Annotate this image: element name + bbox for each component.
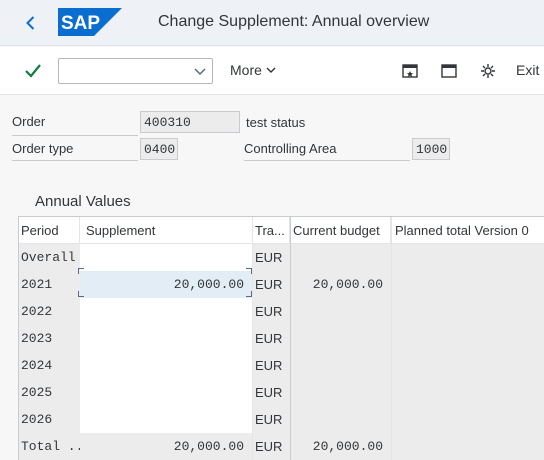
period-cell: 2023 bbox=[19, 325, 80, 352]
order-status-text: test status bbox=[246, 115, 306, 130]
column-header-supplement[interactable]: Supplement bbox=[80, 217, 253, 244]
exit-button[interactable]: Exit bbox=[516, 62, 540, 78]
supplement-input[interactable] bbox=[80, 406, 253, 433]
current-budget-cell bbox=[290, 244, 391, 271]
supplement-input[interactable] bbox=[80, 298, 253, 325]
supplement-input[interactable]: 20,000.00 bbox=[80, 271, 253, 298]
table-header-row: Period Supplement Tra... Current budget … bbox=[19, 217, 544, 244]
order-value[interactable]: 400310 bbox=[140, 111, 240, 133]
sap-logo: SAP bbox=[58, 8, 122, 36]
supplement-input[interactable] bbox=[80, 244, 253, 271]
focus-corner bbox=[246, 291, 252, 297]
planned-total-cell bbox=[391, 271, 544, 298]
window-icon bbox=[441, 64, 457, 78]
column-header-current-budget[interactable]: Current budget bbox=[290, 217, 391, 244]
current-budget-cell: 20,000.00 bbox=[290, 433, 391, 460]
new-window-button[interactable] bbox=[400, 61, 420, 81]
settings-icon bbox=[481, 64, 495, 78]
currency-cell: EUR bbox=[253, 433, 290, 460]
supplement-total-cell: 20,000.00 bbox=[80, 433, 253, 460]
current-budget-cell: 20,000.00 bbox=[290, 271, 391, 298]
focus-corner bbox=[78, 291, 84, 297]
supplement-input[interactable] bbox=[80, 325, 253, 352]
table-row: 2023 EUR bbox=[19, 325, 544, 352]
period-cell: Total ... bbox=[19, 433, 80, 460]
command-input[interactable] bbox=[59, 59, 189, 83]
annual-values-title: Annual Values bbox=[35, 193, 131, 210]
period-cell: 2022 bbox=[19, 298, 80, 325]
period-cell: 2024 bbox=[19, 352, 80, 379]
column-header-planned-total[interactable]: Planned total Version 0 bbox=[391, 217, 544, 244]
controlling-area-value[interactable]: 1000 bbox=[412, 138, 450, 160]
currency-cell: EUR bbox=[253, 352, 290, 379]
planned-total-cell bbox=[391, 379, 544, 406]
back-button[interactable] bbox=[16, 8, 46, 38]
toolbar: More Exit bbox=[0, 47, 544, 95]
page-title: Change Supplement: Annual overview bbox=[158, 13, 430, 30]
chevron-down-icon[interactable] bbox=[192, 63, 208, 79]
currency-cell: EUR bbox=[253, 298, 290, 325]
period-cell: 2021 bbox=[19, 271, 80, 298]
table-row: 2024 EUR bbox=[19, 352, 544, 379]
order-label: Order bbox=[12, 114, 138, 136]
column-header-period[interactable]: Period bbox=[19, 217, 80, 244]
table-row: 2022 EUR bbox=[19, 298, 544, 325]
back-icon bbox=[26, 16, 35, 30]
current-budget-cell bbox=[290, 379, 391, 406]
planned-total-cell bbox=[391, 352, 544, 379]
svg-text:SAP: SAP bbox=[61, 13, 100, 34]
focus-corner bbox=[246, 268, 252, 274]
current-budget-cell bbox=[290, 298, 391, 325]
checkmark-icon bbox=[25, 64, 41, 78]
chevron-down-icon bbox=[266, 67, 276, 73]
currency-cell: EUR bbox=[253, 379, 290, 406]
table-row: 2021 20,000.00 EUR 20,000.00 bbox=[19, 271, 544, 298]
current-budget-cell bbox=[290, 352, 391, 379]
table-row: 2026 EUR bbox=[19, 406, 544, 433]
table-row: Overall EUR bbox=[19, 244, 544, 271]
order-type-value[interactable]: 0400 bbox=[140, 138, 178, 160]
period-cell: Overall bbox=[19, 244, 80, 271]
period-cell: 2025 bbox=[19, 379, 80, 406]
currency-cell: EUR bbox=[253, 244, 290, 271]
column-header-tra[interactable]: Tra... bbox=[253, 217, 290, 244]
new-window-icon bbox=[402, 64, 418, 78]
enter-button[interactable] bbox=[22, 60, 44, 82]
more-label: More bbox=[230, 62, 262, 78]
shell-header: SAP Change Supplement: Annual overview bbox=[0, 0, 544, 46]
planned-total-cell bbox=[391, 406, 544, 433]
more-button[interactable]: More bbox=[230, 62, 277, 78]
currency-cell: EUR bbox=[253, 325, 290, 352]
planned-total-cell bbox=[391, 325, 544, 352]
current-budget-cell bbox=[290, 406, 391, 433]
focus-corner bbox=[78, 268, 84, 274]
currency-cell: EUR bbox=[253, 271, 290, 298]
current-budget-cell bbox=[290, 325, 391, 352]
period-cell: 2026 bbox=[19, 406, 80, 433]
supplement-input[interactable] bbox=[80, 352, 253, 379]
command-field[interactable] bbox=[58, 58, 213, 84]
supplement-input[interactable] bbox=[80, 379, 253, 406]
planned-total-cell bbox=[391, 244, 544, 271]
annual-values-table: Period Supplement Tra... Current budget … bbox=[18, 216, 544, 460]
currency-cell: EUR bbox=[253, 406, 290, 433]
table-row: 2025 EUR bbox=[19, 379, 544, 406]
planned-total-cell bbox=[391, 433, 544, 460]
controlling-area-label: Controlling Area bbox=[244, 141, 410, 161]
table-row-total: Total ... 20,000.00 EUR 20,000.00 bbox=[19, 433, 544, 460]
planned-total-cell bbox=[391, 298, 544, 325]
settings-button[interactable] bbox=[478, 61, 498, 81]
order-type-label: Order type bbox=[12, 141, 138, 161]
window-button[interactable] bbox=[439, 61, 459, 81]
